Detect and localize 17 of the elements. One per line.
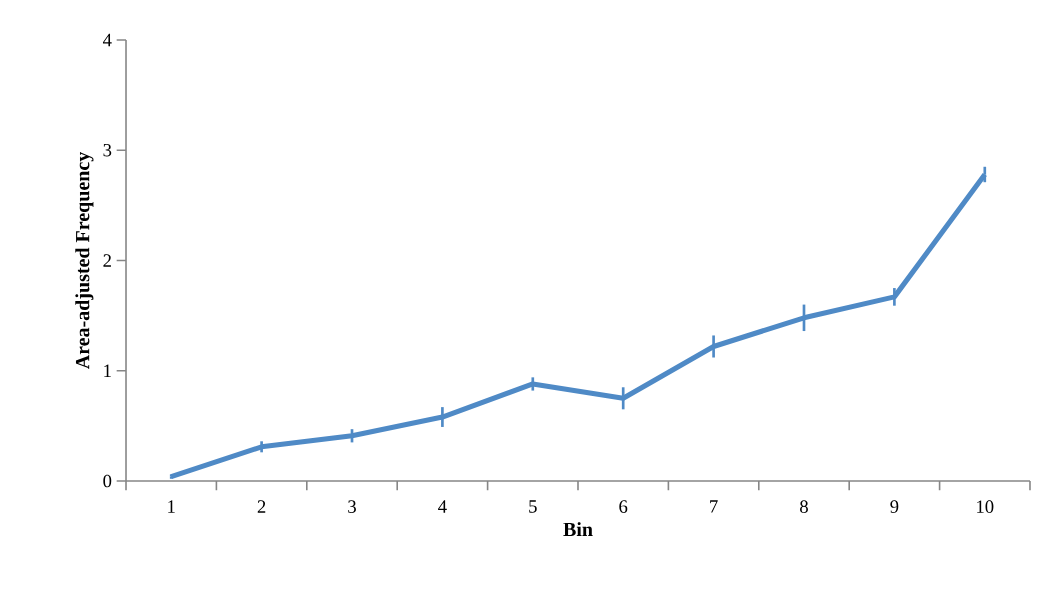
x-tick-label: 4 bbox=[438, 500, 447, 513]
x-tick-label: 3 bbox=[348, 500, 356, 513]
y-tick-label: 0 bbox=[103, 474, 112, 488]
x-tick-label: 10 bbox=[977, 500, 994, 513]
x-tick-label: 7 bbox=[710, 500, 718, 513]
y-axis-title: Area-adjusted Frequency bbox=[75, 151, 94, 370]
x-tick-label: 6 bbox=[619, 500, 628, 513]
y-tick-label: 1 bbox=[104, 364, 111, 377]
x-tick-label: 9 bbox=[890, 500, 899, 513]
y-tick-label: 4 bbox=[102, 33, 112, 47]
x-tick-label: 2 bbox=[257, 500, 266, 513]
x-axis-title: Bin bbox=[563, 522, 593, 537]
y-tick-label: 2 bbox=[103, 254, 111, 267]
x-tick-label: 5 bbox=[529, 500, 537, 513]
x-tick-label: 8 bbox=[800, 500, 808, 513]
y-tick-label: 3 bbox=[103, 143, 112, 157]
x-tick-label: 1 bbox=[168, 500, 175, 513]
